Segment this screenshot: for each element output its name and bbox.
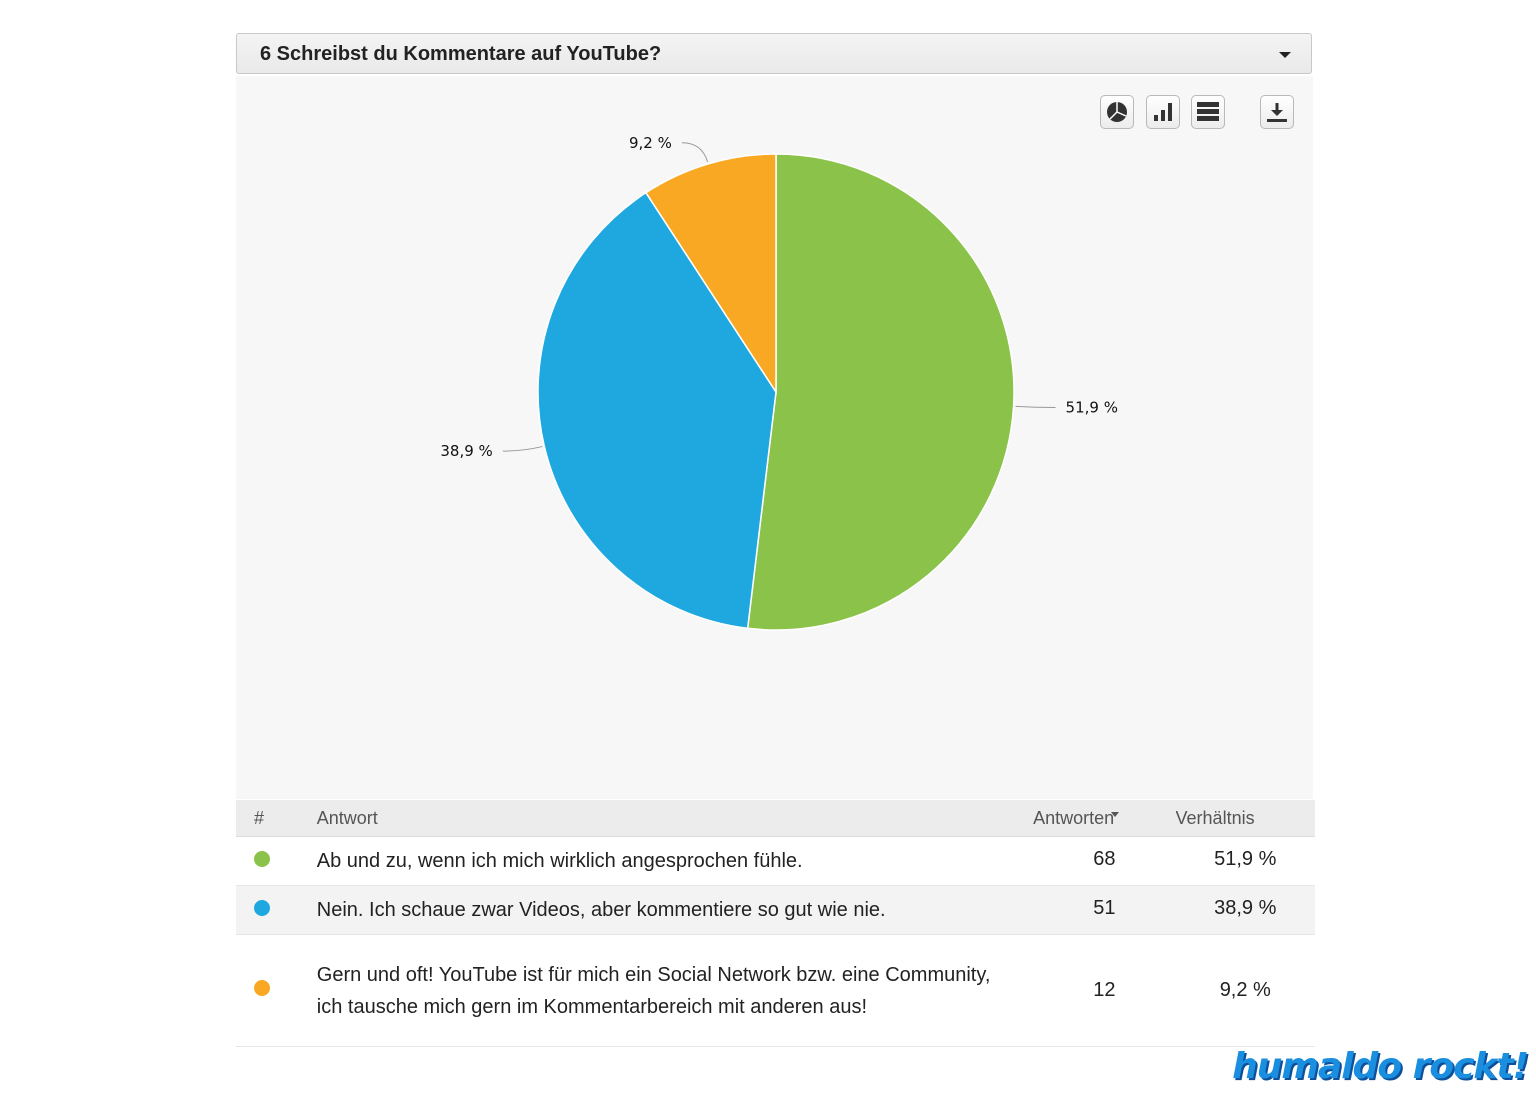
answer-count: 68: [1033, 836, 1176, 886]
table-view-icon: [1197, 102, 1219, 121]
answer-count: 12: [1033, 934, 1176, 1047]
pie-data-label-2: 9,2 %: [629, 134, 672, 152]
col-header-num: #: [236, 800, 317, 837]
pie-slice-0[interactable]: [746, 153, 1015, 631]
pie-connector-2: [681, 142, 709, 163]
answer-count: 51: [1033, 885, 1176, 935]
table-view-button[interactable]: [1191, 95, 1225, 129]
watermark-logo: humaldo rockt!: [1232, 1046, 1529, 1087]
pie-chart-icon: [1107, 102, 1127, 122]
bar-view-button[interactable]: [1146, 95, 1180, 129]
results-table: # Antwort Antworten Verhältnis Ab und zu…: [236, 800, 1315, 1047]
pie-data-label-0: 51,9 %: [1066, 399, 1118, 417]
col-header-ratio[interactable]: Verhältnis: [1175, 800, 1315, 837]
pie-data-label-1: 38,9 %: [440, 442, 492, 460]
pie-slice-2[interactable]: [644, 153, 777, 395]
table-header-row: # Antwort Antworten Verhältnis: [236, 800, 1315, 837]
answer-ratio: 9,2 %: [1175, 934, 1315, 1047]
pie-chart: 51,9 % 38,9 % 9,2 %: [440, 134, 1118, 631]
pie-view-button[interactable]: [1100, 95, 1134, 129]
table-row: Nein. Ich schaue zwar Videos, aber komme…: [236, 885, 1315, 935]
answer-ratio: 38,9 %: [1175, 885, 1315, 935]
answer-text: Gern und oft! YouTube ist für mich ein S…: [316, 963, 991, 1018]
download-icon: [1267, 103, 1287, 122]
pie-connector-1: [502, 446, 543, 452]
question-title: 6 Schreibst du Kommentare auf YouTube?: [260, 43, 662, 65]
collapse-caret-icon[interactable]: [1279, 52, 1291, 58]
answer-text: Ab und zu, wenn ich mich wirklich angesp…: [316, 850, 803, 872]
legend-dot-blue: [254, 899, 270, 916]
answer-ratio: 51,9 %: [1175, 836, 1315, 886]
chart-area: 51,9 % 38,9 % 9,2 %: [236, 76, 1313, 799]
col-header-answer: Antwort: [316, 800, 1034, 837]
answer-text: Nein. Ich schaue zwar Videos, aber komme…: [316, 899, 886, 921]
question-header[interactable]: 6 Schreibst du Kommentare auf YouTube?: [236, 33, 1312, 74]
sort-caret-icon: [1111, 812, 1120, 817]
download-button[interactable]: [1260, 95, 1294, 129]
table-row: Ab und zu, wenn ich mich wirklich angesp…: [236, 836, 1315, 886]
table-row: Gern und oft! YouTube ist für mich ein S…: [236, 934, 1315, 1047]
legend-dot-green: [254, 850, 270, 867]
col-header-count-label: Antworten: [1033, 807, 1115, 828]
pie-connector-0: [1015, 405, 1056, 409]
col-header-count[interactable]: Antworten: [1033, 800, 1176, 837]
bar-chart-icon: [1154, 103, 1172, 121]
legend-dot-orange: [254, 980, 270, 996]
